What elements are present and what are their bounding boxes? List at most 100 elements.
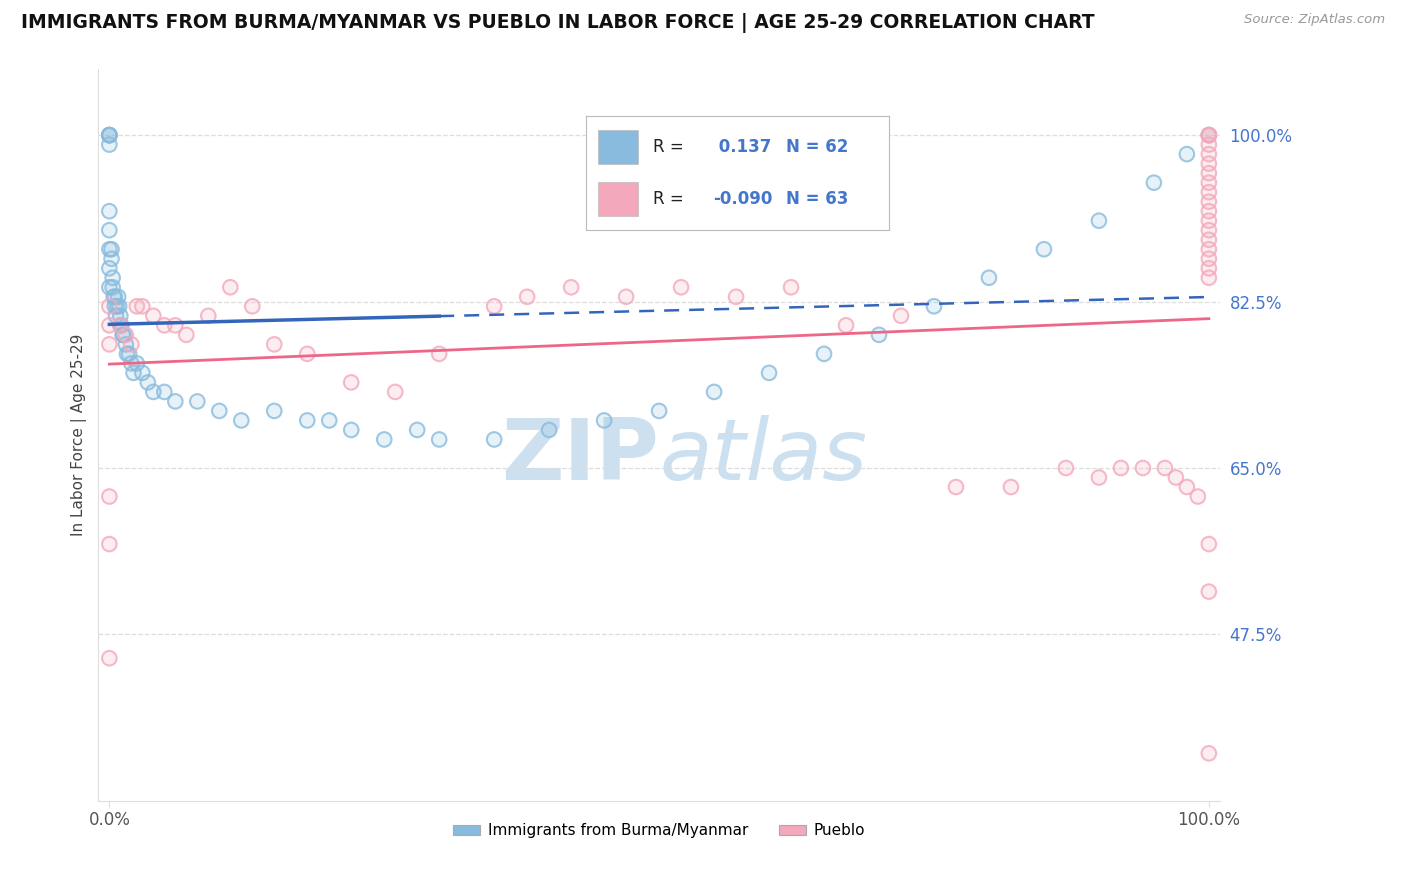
Point (1198, 270, 1220, 285)
Point (98, 651, 121, 665)
Point (110, 318, 132, 333)
Point (103, 290, 125, 304)
Point (122, 366, 145, 380)
Point (98, 223, 121, 237)
Point (1198, 147, 1220, 161)
Point (1198, 242, 1220, 256)
Point (1198, 223, 1220, 237)
Point (648, 404, 671, 418)
Point (1198, 128, 1220, 142)
Point (340, 376, 363, 390)
Point (219, 280, 242, 294)
Point (125, 299, 148, 313)
Point (240, 299, 263, 313)
Point (1198, 584, 1220, 599)
Point (142, 309, 165, 323)
Point (98, 318, 121, 333)
Point (406, 423, 429, 437)
Point (115, 347, 138, 361)
Point (482, 433, 505, 447)
Point (176, 327, 198, 342)
Point (1198, 233, 1220, 247)
Point (538, 423, 561, 437)
Point (1143, 176, 1166, 190)
Point (142, 384, 165, 399)
Text: ZIP: ZIP (502, 415, 659, 498)
Point (890, 309, 912, 323)
Point (516, 290, 538, 304)
Point (98, 261, 121, 276)
Point (922, 299, 945, 313)
Point (868, 327, 890, 342)
Point (107, 290, 129, 304)
Point (231, 413, 253, 427)
Point (197, 309, 219, 323)
Point (120, 337, 142, 351)
Point (111, 327, 134, 342)
Text: atlas: atlas (659, 415, 868, 498)
Point (165, 394, 187, 409)
Point (125, 356, 148, 370)
Point (103, 290, 125, 304)
Point (868, 327, 890, 342)
Point (120, 356, 142, 370)
Point (945, 480, 967, 494)
Point (318, 413, 340, 427)
Point (165, 318, 187, 333)
Point (1198, 128, 1220, 142)
Point (977, 270, 1000, 285)
Point (1198, 185, 1220, 199)
Point (186, 394, 208, 409)
Point (111, 327, 134, 342)
Point (1154, 461, 1177, 475)
Point (1175, 147, 1198, 161)
Point (98, 280, 121, 294)
Point (384, 384, 406, 399)
Point (1198, 156, 1220, 170)
Point (104, 309, 127, 323)
Point (240, 299, 263, 313)
Point (98, 537, 121, 551)
Point (115, 347, 138, 361)
Point (1198, 176, 1220, 190)
Point (1198, 128, 1220, 142)
Point (1164, 470, 1187, 484)
Point (758, 366, 780, 380)
Point (112, 327, 135, 342)
Point (593, 413, 616, 427)
Point (263, 404, 285, 418)
Point (1198, 242, 1220, 256)
Point (263, 337, 285, 351)
Point (813, 347, 835, 361)
Point (153, 384, 176, 399)
Point (1109, 461, 1132, 475)
Point (1198, 166, 1220, 180)
Point (208, 404, 231, 418)
Point (98, 651, 121, 665)
Point (427, 347, 450, 361)
Point (560, 280, 582, 294)
Point (1198, 128, 1220, 142)
Point (136, 376, 159, 390)
Point (104, 309, 127, 323)
Point (131, 366, 153, 380)
Point (340, 376, 363, 390)
Point (297, 347, 319, 361)
Point (1198, 213, 1220, 227)
Point (1198, 261, 1220, 276)
Point (1164, 470, 1187, 484)
Point (1000, 480, 1022, 494)
Point (977, 270, 1000, 285)
Point (122, 366, 145, 380)
Point (112, 327, 135, 342)
Point (593, 413, 616, 427)
Point (100, 242, 122, 256)
Point (427, 433, 450, 447)
Point (131, 299, 153, 313)
Point (1198, 537, 1220, 551)
Point (110, 309, 132, 323)
Point (1198, 166, 1220, 180)
Point (98, 490, 121, 504)
Point (98, 137, 121, 152)
Point (1198, 137, 1220, 152)
